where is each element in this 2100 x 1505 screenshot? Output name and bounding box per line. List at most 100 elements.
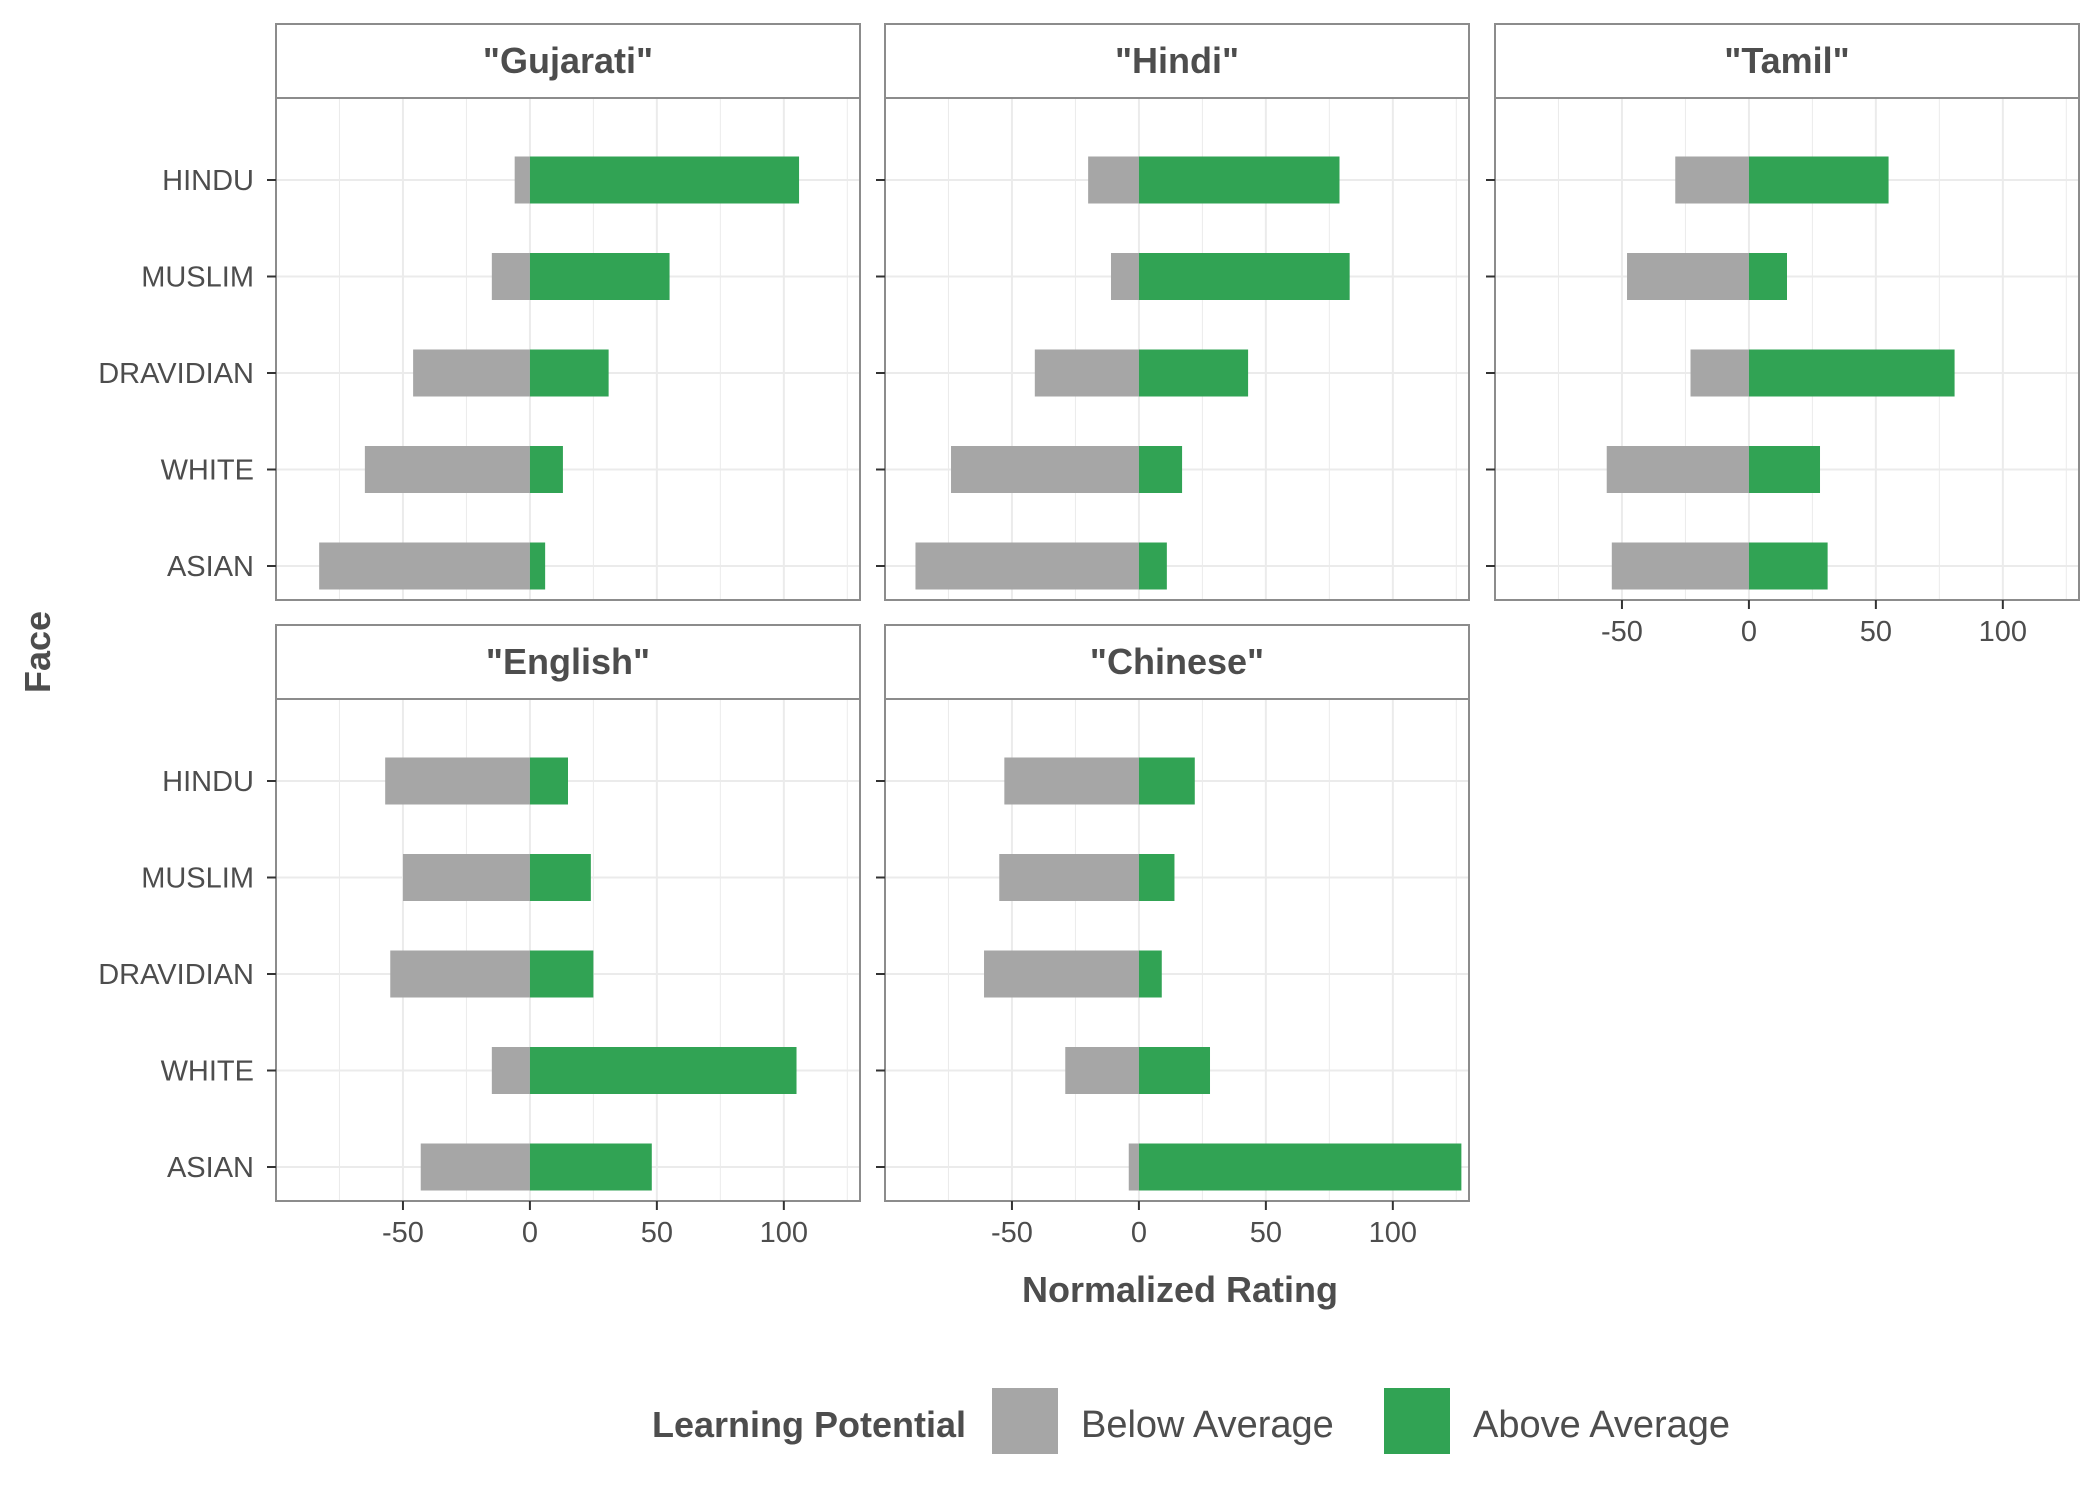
bar-above-average-dravidian [529,950,594,998]
bar-below-average-muslim [491,253,530,300]
x-tick-label: -50 [382,1217,424,1249]
bar-above-average-muslim [1748,253,1787,300]
x-tick-label: 100 [760,1217,808,1249]
bar-below-average-asian [1128,1143,1139,1191]
panel-border [275,698,861,1202]
bar-above-average-white [529,446,563,493]
bar-below-average-hindu [385,757,530,805]
facet-title: "Gujarati" [483,40,653,81]
y-tick-label-dravidian: DRAVIDIAN [98,358,254,390]
legend-swatch-above-average [1384,1388,1450,1454]
x-tick-label: 100 [1979,616,2027,648]
bar-below-average-asian [915,542,1139,590]
bar-above-average-asian [1138,1143,1462,1191]
facet-title: "Chinese" [1090,641,1264,682]
bar-above-average-hindu [529,757,568,805]
y-axis-title: Face [17,611,58,693]
bar-above-average-dravidian [529,349,609,397]
legend-label-above-average: Above Average [1473,1404,1730,1446]
x-tick-label: 0 [1741,616,1757,648]
bar-above-average-white [1138,446,1183,493]
bar-above-average-hindu [1138,156,1340,204]
panel-border [884,97,1470,601]
x-tick-label: 0 [522,1217,538,1249]
bar-below-average-white [364,446,530,493]
panel-hindi: "Hindi" [876,23,1470,601]
legend-title: Learning Potential [652,1404,966,1445]
x-tick-label: -50 [991,1217,1033,1249]
y-tick-label-muslim: MUSLIM [141,863,254,895]
panel-gujarati: "Gujarati" HINDU MUSLIM DRAVIDIAN WHITE ASIAN [98,23,861,601]
bar-below-average-dravidian [984,950,1139,998]
facet-title: "Hindi" [1115,40,1239,81]
panel-border [884,698,1470,1202]
bar-above-average-hindu [1748,156,1889,204]
legend-swatch-below-average [992,1388,1058,1454]
panel-border [1494,97,2080,601]
bar-below-average-hindu [1004,757,1139,805]
bar-above-average-asian [1138,542,1167,590]
bar-below-average-dravidian [1690,349,1749,397]
y-tick-label-asian: ASIAN [167,551,254,583]
bar-below-average-dravidian [390,950,530,998]
bar-below-average-muslim [999,854,1139,901]
bar-above-average-muslim [1138,253,1350,300]
bar-below-average-muslim [1627,253,1749,300]
y-tick-label-hindu: HINDU [162,165,254,197]
y-tick-label-dravidian: DRAVIDIAN [98,959,254,991]
bar-above-average-dravidian [1748,349,1955,397]
y-tick-label-white: WHITE [161,455,254,487]
bar-below-average-asian [1611,542,1749,590]
bar-above-average-hindu [529,156,800,204]
x-tick-label: 50 [1860,616,1892,648]
bar-above-average-asian [529,1143,652,1191]
y-tick-label-muslim: MUSLIM [141,262,254,294]
bar-below-average-muslim [402,854,530,901]
bar-below-average-white [491,1047,530,1094]
y-tick-label-asian: ASIAN [167,1152,254,1184]
x-tick-label: -50 [1601,616,1643,648]
bar-above-average-white [1138,1047,1211,1094]
bar-above-average-asian [1748,542,1828,590]
x-tick-label: 50 [641,1217,673,1249]
panel-chinese: "Chinese" -50 0 50 100 [876,624,1470,1249]
bar-below-average-hindu [514,156,530,204]
bar-below-average-asian [420,1143,530,1191]
bar-above-average-white [1748,446,1821,493]
panel-english: "English" HINDU MUSLIM DRAVIDIAN WHITE ASIAN -… [98,624,861,1249]
bar-above-average-dravidian [1138,950,1162,998]
panel-border [275,97,861,601]
facet-strip [884,624,1470,700]
panel-tamil: "Tamil" -50 0 50 100 [1486,23,2080,648]
bar-below-average-white [1065,1047,1139,1094]
bar-below-average-dravidian [1034,349,1139,397]
bar-above-average-muslim [529,253,670,300]
x-tick-label: 50 [1250,1217,1282,1249]
y-tick-label-hindu: HINDU [162,766,254,798]
bar-below-average-hindu [1675,156,1749,204]
bar-above-average-muslim [529,854,591,901]
bar-above-average-white [529,1047,797,1094]
bar-below-average-dravidian [413,349,530,397]
legend: Learning Potential Below Average Above A… [652,1388,1730,1454]
x-axis-title: Normalized Rating [1022,1269,1338,1310]
bar-above-average-muslim [1138,854,1175,901]
facet-strip [1494,23,2080,99]
facet-strip [884,23,1470,99]
x-tick-label: 100 [1369,1217,1417,1249]
legend-label-below-average: Below Average [1081,1404,1334,1446]
facet-title: "English" [486,641,650,682]
bar-above-average-dravidian [1138,349,1249,397]
bar-above-average-asian [529,542,546,590]
y-tick-label-white: WHITE [161,1056,254,1088]
bar-above-average-hindu [1138,757,1195,805]
facet-title: "Tamil" [1724,40,1850,81]
panels-layer: "Gujarati" HINDU MUSLIM DRAVIDIAN WHITE ASIAN… [98,23,2080,1249]
bar-below-average-white [951,446,1139,493]
bar-below-average-white [1606,446,1749,493]
facet-strip [275,23,861,99]
bar-below-average-hindu [1088,156,1139,204]
facet-strip [275,624,861,700]
